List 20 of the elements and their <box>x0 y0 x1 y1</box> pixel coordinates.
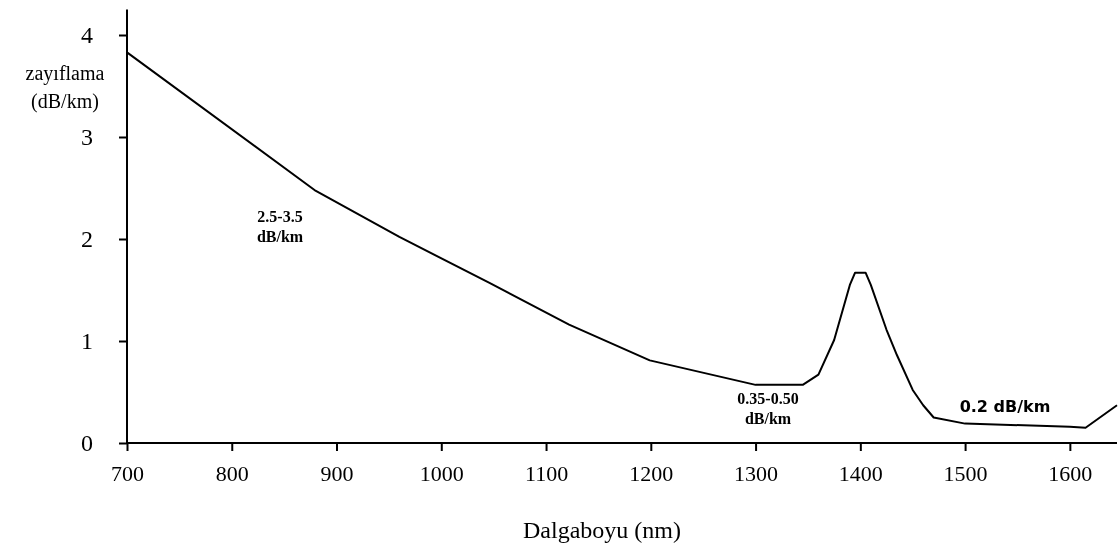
y-tick-label: 2 <box>81 226 93 253</box>
annotation: 2.5-3.5 dB/km <box>256 208 304 245</box>
x-tick-label: 700 <box>111 460 144 486</box>
x-tick-label: 1400 <box>838 460 883 486</box>
x-tick-label: 1000 <box>419 460 464 486</box>
annotation: 0.35-0.50 dB/km <box>737 390 799 427</box>
x-tick-label: 900 <box>320 460 354 486</box>
x-tick-label: 1200 <box>629 460 674 486</box>
x-tick-label: 1600 <box>1048 460 1093 486</box>
x-axis-title: Dalgaboyu (nm) <box>523 517 681 543</box>
y-tick-label: 3 <box>81 124 93 151</box>
x-tick-label: 1100 <box>524 460 569 486</box>
y-tick-label: 4 <box>81 22 93 49</box>
x-tick-label: 1500 <box>943 460 988 486</box>
y-axis-title: zayıflama (dB/km) <box>25 62 105 113</box>
y-tick-label: 1 <box>81 328 93 355</box>
annotation: 0.2 dB/km <box>959 397 1051 416</box>
x-tick-label: 1300 <box>734 460 779 486</box>
y-tick-label: 0 <box>81 430 93 457</box>
x-tick-label: 800 <box>215 460 249 486</box>
